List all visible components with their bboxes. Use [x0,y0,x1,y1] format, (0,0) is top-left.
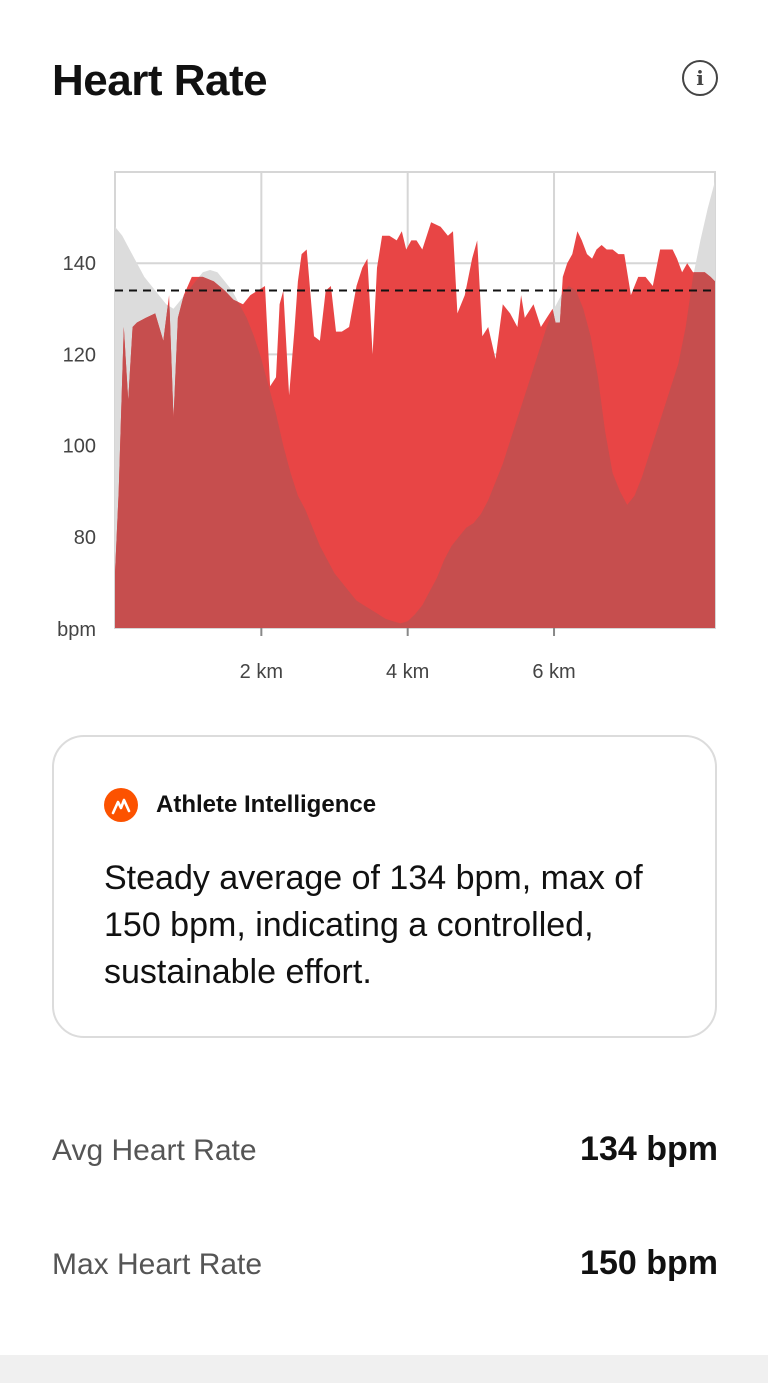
y-axis-label: bpm [57,619,96,641]
avg-heart-rate-value: 134 bpm [580,1130,718,1168]
header: Heart Rate i [52,56,718,112]
chart-areas [115,181,715,628]
y-tick-label: 120 [63,344,96,366]
elevation-area-overlay [115,222,715,628]
y-tick-label: 80 [74,527,96,549]
max-heart-rate-value: 150 bpm [580,1244,718,1282]
y-tick-label: 100 [63,436,96,458]
x-tick-label: 2 km [240,661,283,683]
avg-heart-rate-row: Avg Heart Rate 134 bpm [52,1126,718,1176]
ai-card-summary: Steady average of 134 bpm, max of 150 bp… [104,859,643,991]
chart-ticks: 2 km 4 km 6 km 140 120 100 80 bpm [57,253,576,683]
athlete-intelligence-card[interactable]: Athlete Intelligence Steady average of 1… [52,735,717,1038]
x-tick-label: 6 km [532,661,575,683]
max-heart-rate-label: Max Heart Rate [52,1248,263,1281]
max-heart-rate-row: Max Heart Rate 150 bpm [52,1240,718,1290]
page-title: Heart Rate [52,56,268,105]
x-tick-label: 4 km [386,661,429,683]
strava-icon [104,788,138,822]
heart-rate-chart: 2 km 4 km 6 km 140 120 100 80 bpm [0,150,768,710]
ai-card-title: Athlete Intelligence [156,791,377,818]
bottom-divider [0,1355,768,1383]
info-icon[interactable]: i [682,60,718,96]
heart-rate-chart-svg: 2 km 4 km 6 km 140 120 100 80 bpm [57,171,716,683]
y-tick-label: 140 [63,253,96,275]
ai-card-header: Athlete Intelligence [104,787,376,823]
info-glyph: i [696,66,704,90]
avg-heart-rate-label: Avg Heart Rate [52,1134,257,1167]
